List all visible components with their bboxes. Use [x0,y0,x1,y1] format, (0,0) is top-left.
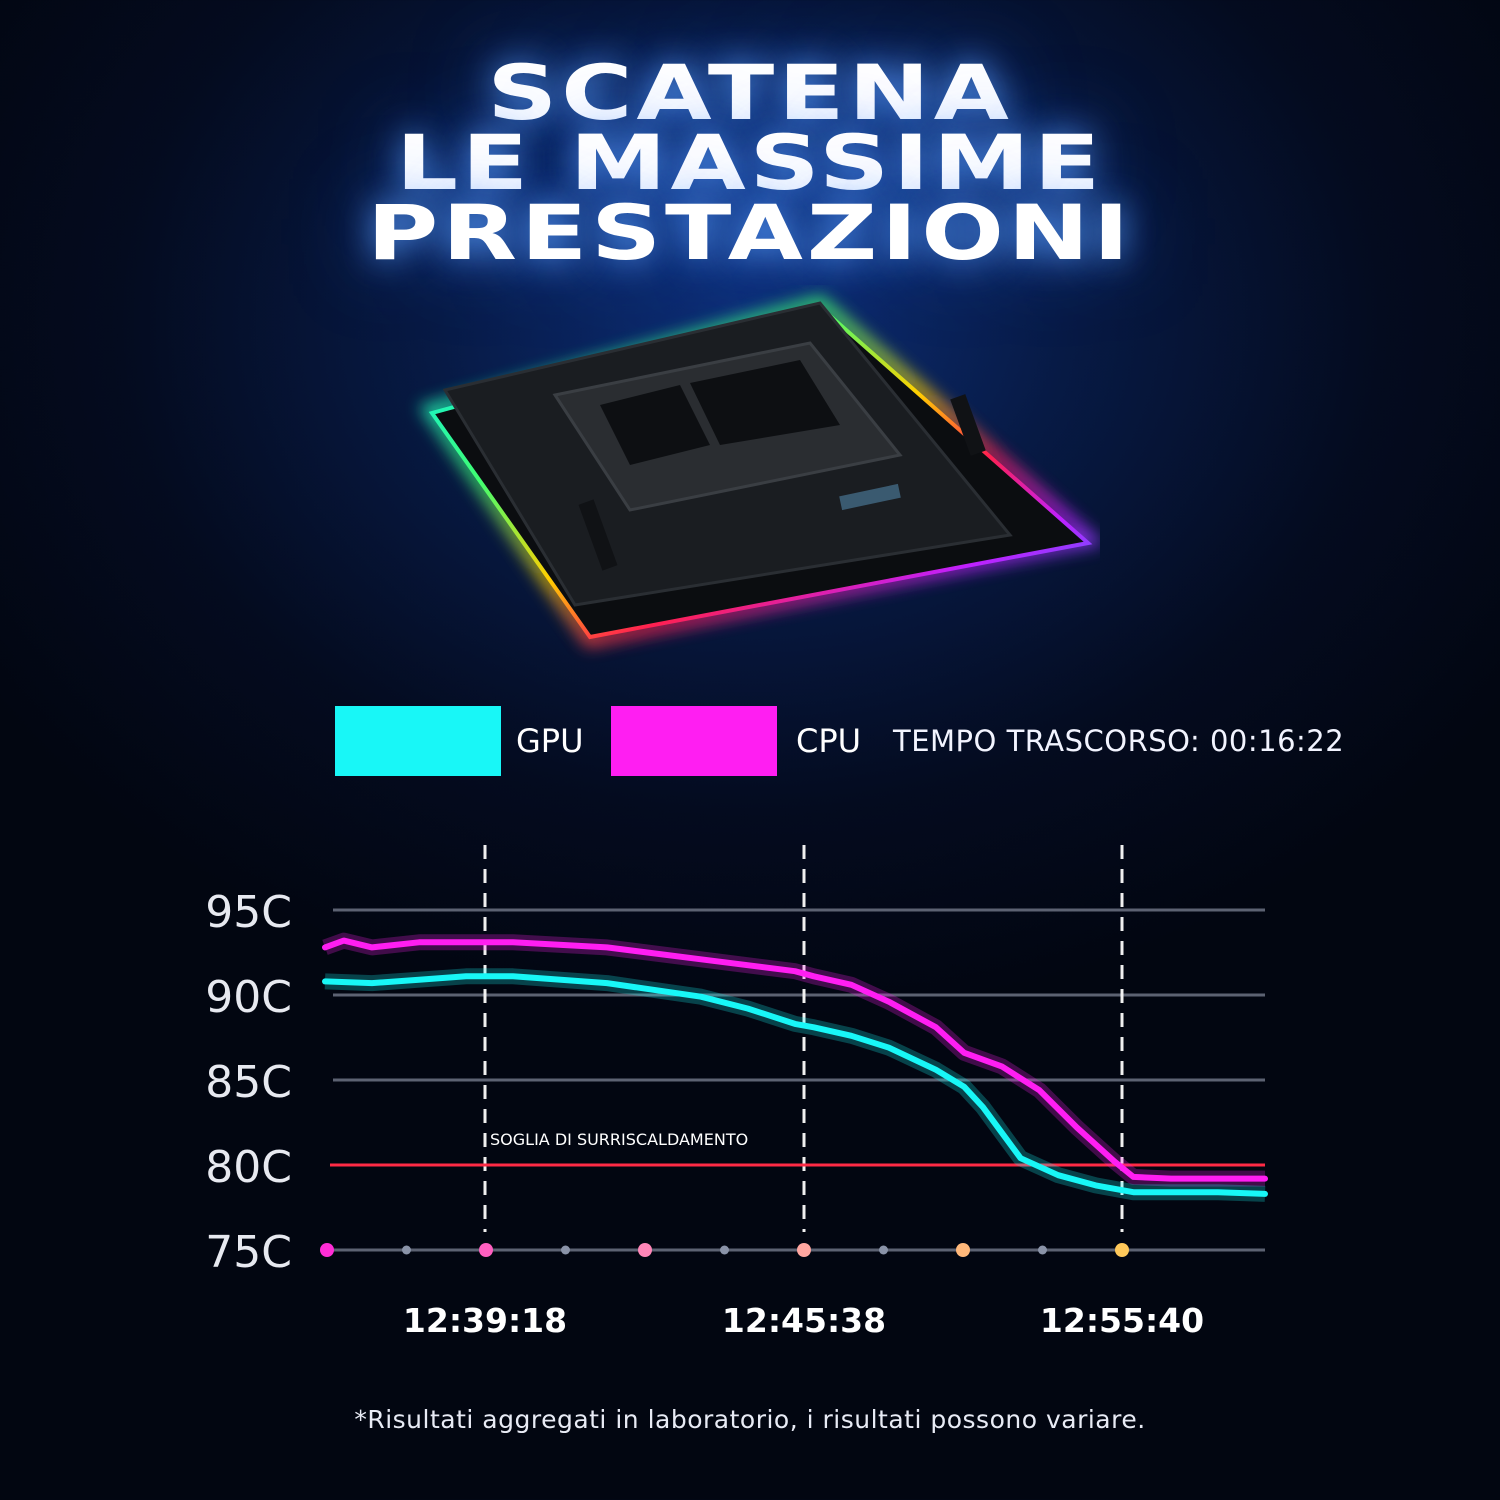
timeline-dot [797,1243,811,1257]
laptop-cooling-pad-image [418,295,1100,648]
cpu-legend-swatch [611,706,777,776]
y-tick-label: 95C [205,887,292,938]
timeline-small-dot [1038,1245,1047,1255]
y-tick-label: 85C [205,1057,292,1108]
headline-line-2: LE MASSIME [395,118,1104,207]
elapsed-time: TEMPO TRASCORSO: 00:16:22 [893,724,1345,758]
threshold-label: SOGLIA DI SURRISCALDAMENTO [490,1130,748,1149]
x-time-label: 12:55:40 [1040,1301,1204,1340]
y-tick-label: 80C [205,1142,292,1193]
timeline-dot [479,1243,493,1257]
timeline-dot [320,1243,334,1257]
headline-line-3: PRESTAZIONI [366,188,1134,277]
y-tick-label: 75C [205,1227,292,1278]
footnote: *Risultati aggregati in laboratorio, i r… [354,1405,1146,1434]
temperature-chart: 95C 90C 85C 80C 75C 12:39:18 12:45:38 12:55:40 S… [205,845,1268,1340]
gpu-legend-label: GPU [516,722,584,760]
x-time-label: 12:39:18 [403,1301,567,1340]
timeline-small-dot [561,1245,570,1255]
x-time-label: 12:45:38 [722,1301,886,1340]
timeline-dot [1115,1243,1129,1257]
y-tick-label: 90C [205,972,292,1023]
cpu-series-line [322,937,1268,1182]
gpu-series-line [322,973,1268,1197]
headline: SCATENA LE MASSIME PRESTAZIONI [0,48,1500,277]
timeline-small-dot [879,1245,888,1255]
gpu-legend-swatch [335,706,501,776]
timeline-small-dot [402,1245,411,1255]
timeline-dot [638,1243,652,1257]
timeline-small-dot [720,1245,729,1255]
cpu-legend-label: CPU [796,722,862,760]
headline-line-1: SCATENA [487,48,1013,137]
timeline-dot [956,1243,970,1257]
